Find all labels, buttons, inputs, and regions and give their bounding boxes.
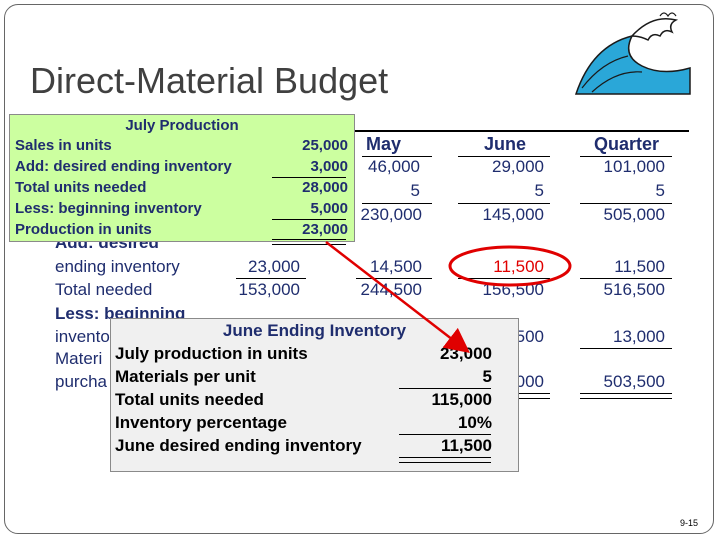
col-header-quarter: Quarter [594, 134, 660, 154]
july-row-label: Production in units [15, 221, 152, 238]
rule [580, 203, 672, 204]
double-rule [272, 239, 346, 245]
cell-quarter-r6: 13,000 [613, 327, 665, 346]
rule [272, 219, 346, 220]
july-row-label: Sales in units [15, 137, 112, 154]
cell-quarter-r4: 11,500 [614, 257, 665, 276]
july-row-value: 28,000 [302, 179, 348, 196]
june-row-value: 5 [482, 367, 492, 386]
july-row-value: 25,000 [302, 137, 348, 154]
rule [458, 278, 550, 279]
cell-june-r4: 11,500 [493, 257, 544, 276]
row-label-total-needed: Total needed [55, 280, 153, 299]
cell-april-r4: 23,000 [248, 257, 300, 276]
highlight-ellipse [448, 245, 572, 287]
june-row-label: June desired ending inventory [115, 436, 362, 455]
july-row-value: 3,000 [310, 158, 348, 175]
june-row-label: Total units needed [115, 390, 264, 409]
arrow-july-to-june [325, 241, 470, 354]
cell-quarter-r5: 516,500 [603, 280, 665, 299]
double-rule [580, 393, 672, 399]
slide-title: Direct-Material Budget [30, 60, 389, 101]
june-row-value: 115,000 [431, 390, 492, 409]
cell-may-r3: 230,000 [360, 205, 422, 224]
cell-april-r5: 153,000 [238, 280, 300, 299]
rule [362, 156, 432, 157]
cell-quarter-r2: 5 [655, 181, 665, 200]
rule [580, 156, 672, 157]
double-rule [518, 393, 550, 399]
col-header-june: June [484, 134, 527, 154]
cell-quarter-r3: 505,000 [603, 205, 665, 224]
rule [580, 278, 672, 279]
june-row-label: Materials per unit [115, 367, 256, 386]
rule [362, 203, 432, 204]
cell-june-r3: 145,000 [482, 205, 544, 224]
june-row-value: 10% [457, 413, 492, 432]
row-label-invento: invento [55, 327, 110, 346]
rule [236, 278, 306, 279]
rule [399, 434, 491, 435]
rule [580, 348, 672, 349]
cell-june-r2: 5 [534, 181, 544, 200]
row-label-materi: Materi [55, 349, 103, 368]
rule [458, 156, 550, 157]
june-row-value-highlight: 11,500 [440, 436, 492, 455]
cell-may-r1: 46,000 [368, 157, 420, 176]
page-number: 9-15 [680, 518, 699, 528]
july-row-value: 23,000 [302, 221, 348, 238]
july-row-label: Total units needed [15, 179, 147, 196]
rule [356, 278, 432, 279]
rule [272, 177, 346, 178]
june-row-label: Inventory percentage [115, 413, 287, 432]
june-box-title: June Ending Inventory [222, 321, 407, 340]
july-production-box: July Production Sales in units 25,000 Ad… [9, 114, 355, 245]
row-label-purcha: purcha [55, 372, 107, 391]
july-row-value: 5,000 [310, 200, 348, 217]
header-rule [355, 130, 689, 132]
cell-june-r6: 500 [515, 327, 544, 346]
july-row-label: Less: beginning inventory [15, 200, 202, 217]
rule [458, 203, 550, 204]
june-ending-inventory-box: June Ending Inventory July production in… [110, 318, 519, 472]
june-row-label: July production in units [115, 344, 308, 363]
cell-quarter-r1: 101,000 [603, 157, 665, 176]
row-label-ending: ending inventory [55, 257, 180, 276]
cell-june-r1: 29,000 [492, 157, 544, 176]
wave-logo-icon [574, 12, 691, 95]
col-header-may: May [366, 134, 402, 154]
cell-may-r2: 5 [410, 181, 420, 200]
cell-may-r4: 14,500 [370, 257, 422, 276]
july-row-label: Add: desired ending inventory [15, 158, 232, 175]
july-box-title: July Production [125, 117, 239, 134]
cell-june-r7: 000 [515, 372, 544, 391]
rule [399, 388, 491, 389]
cell-may-r5: 244,500 [360, 280, 422, 299]
cell-quarter-r7: 503,500 [603, 372, 665, 391]
double-rule [399, 457, 491, 463]
